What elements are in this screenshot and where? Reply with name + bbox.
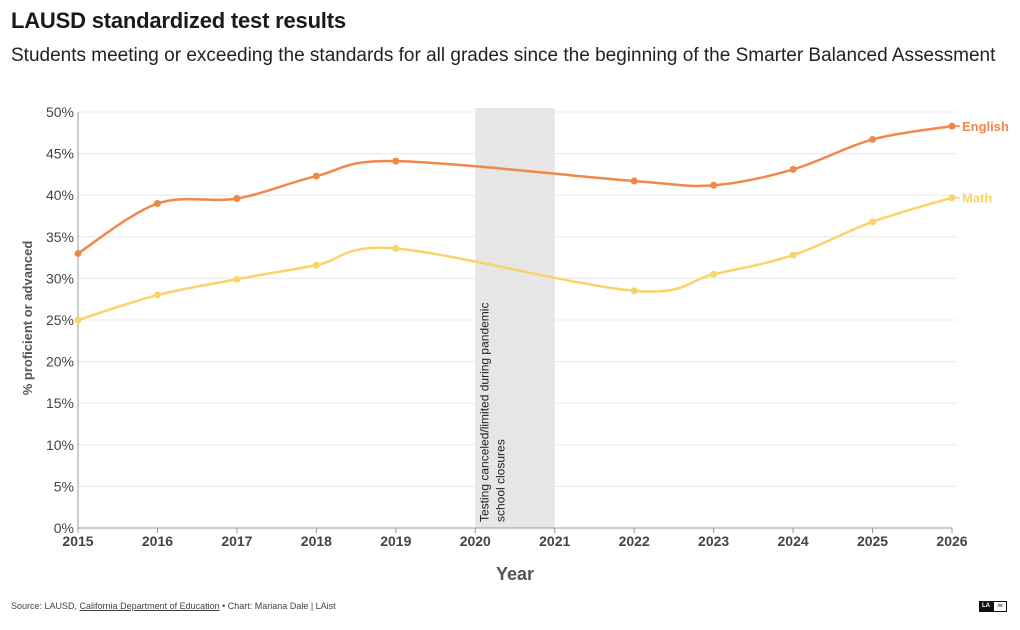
math-point [312, 261, 320, 269]
x-tick-label: 2023 [698, 533, 729, 549]
english-point [233, 195, 241, 203]
source-link[interactable]: California Department of Education [79, 601, 220, 611]
math-line [77, 196, 953, 322]
english-line [77, 124, 953, 255]
math-series-label: Math [962, 191, 992, 206]
x-tick-label: 2024 [778, 533, 809, 549]
x-tick-label: 2018 [301, 533, 332, 549]
math-point [630, 287, 638, 295]
english-point [869, 135, 877, 143]
math-point [710, 270, 718, 278]
laist-logo: LA ist [979, 601, 1007, 612]
chart-subtitle: Students meeting or exceeding the standa… [11, 45, 996, 66]
x-tick-label: 2021 [539, 533, 570, 549]
x-tick-label: 2020 [460, 533, 491, 549]
y-tick-label: 30% [46, 270, 74, 286]
y-tick-label: 20% [46, 354, 74, 370]
english-point [710, 181, 718, 189]
y-tick-label: 5% [54, 478, 74, 494]
x-tick-label: 2016 [142, 533, 173, 549]
x-tick-label: 2017 [221, 533, 252, 549]
math-point [789, 251, 797, 259]
y-tick-label: 45% [46, 146, 74, 162]
pandemic-band [475, 108, 555, 528]
english-series-label: English [962, 119, 1009, 134]
y-tick-label: 50% [46, 104, 74, 120]
x-tick-label: 2022 [619, 533, 650, 549]
annotation-text: school closures [493, 439, 507, 522]
y-tick-label: 35% [46, 229, 74, 245]
annotation-text: Testing canceled/limited during pandemic [477, 303, 491, 522]
math-point [869, 218, 877, 226]
english-point [392, 157, 400, 165]
y-axis-label: % proficient or advanced [20, 241, 35, 396]
chart-credit: • Chart: Mariana Dale | LAist [222, 601, 336, 611]
x-tick-label: 2025 [857, 533, 888, 549]
english-point [153, 200, 161, 208]
x-tick-label: 2015 [62, 533, 93, 549]
logo-right: ist [993, 601, 1007, 612]
english-point [74, 249, 82, 257]
math-point [74, 316, 82, 324]
logo-left: LA [979, 601, 993, 612]
english-point [630, 177, 638, 185]
source-footer: Source: LAUSD, California Department of … [11, 601, 336, 611]
x-axis-label: Year [496, 564, 534, 584]
y-tick-label: 0% [54, 520, 74, 536]
x-tick-label: 2026 [936, 533, 967, 549]
chart-title: LAUSD standardized test results [11, 8, 346, 33]
math-point [948, 194, 956, 202]
y-tick-label: 40% [46, 187, 74, 203]
english-point [789, 165, 797, 173]
line-chart: 0% 5% 10% 15% 20% 25% 30% 35% 40% 45% 50% 2015 2016 2… [20, 104, 1009, 584]
source-prefix: Source: LAUSD, [11, 601, 78, 611]
math-point [153, 291, 161, 299]
math-point [392, 244, 400, 252]
y-tick-label: 15% [46, 395, 74, 411]
y-tick-label: 10% [46, 437, 74, 453]
y-tick-label: 25% [46, 312, 74, 328]
math-point [233, 275, 241, 283]
x-tick-label: 2019 [380, 533, 411, 549]
english-point [948, 122, 956, 130]
english-point [312, 172, 320, 180]
